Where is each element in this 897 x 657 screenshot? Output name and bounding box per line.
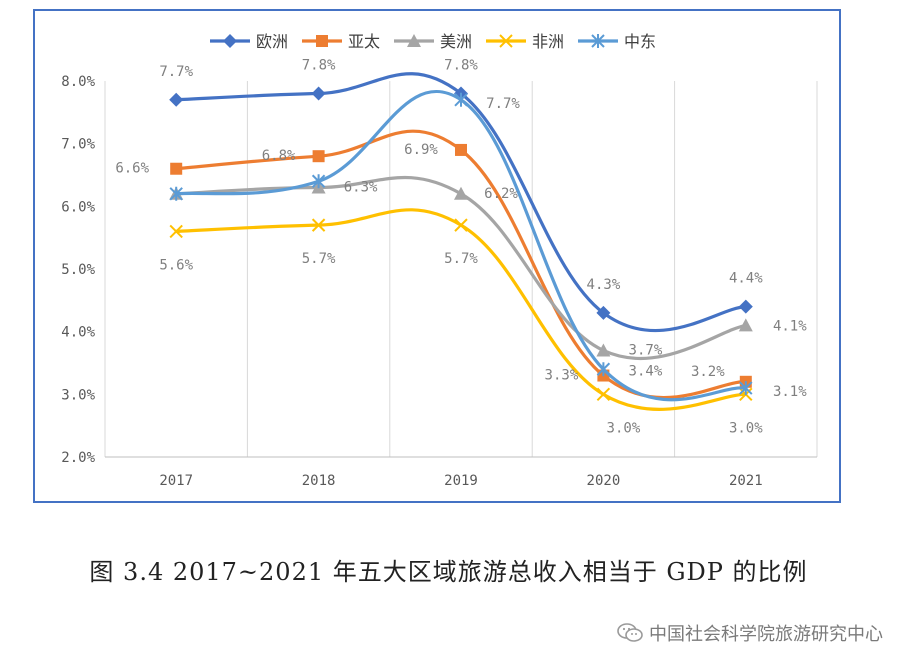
data-point xyxy=(454,92,468,107)
data-point xyxy=(169,224,183,239)
data-point xyxy=(454,186,468,200)
y-tick-label: 2.0% xyxy=(61,450,95,466)
data-label: 7.7% xyxy=(486,96,520,112)
data-point xyxy=(311,86,326,101)
data-label: 6.9% xyxy=(404,142,438,158)
data-point xyxy=(169,92,184,107)
figure-caption: 图 3.4 2017~2021 年五大区域旅游总收入相当于 GDP 的比例 xyxy=(89,558,808,586)
data-point xyxy=(739,381,753,396)
data-label: 6.6% xyxy=(115,161,149,177)
data-label: 7.7% xyxy=(159,64,193,80)
data-label: 5.7% xyxy=(302,251,336,267)
watermark: 中国社会科学院旅游研究中心 xyxy=(617,620,883,646)
data-point xyxy=(596,343,611,357)
data-point xyxy=(454,218,468,232)
data-point xyxy=(312,150,325,163)
legend-label: 中东 xyxy=(624,32,656,51)
y-tick-label: 6.0% xyxy=(61,199,95,215)
x-tick-label: 2019 xyxy=(444,473,478,489)
data-label: 4.3% xyxy=(587,277,621,293)
data-label: 3.0% xyxy=(607,420,641,436)
data-label: 3.7% xyxy=(629,342,663,358)
data-label: 7.8% xyxy=(444,58,478,74)
y-tick-label: 8.0% xyxy=(61,74,95,90)
y-tick-label: 4.0% xyxy=(61,325,95,341)
x-tick-label: 2021 xyxy=(729,473,763,489)
x-tick-label: 2020 xyxy=(587,473,621,489)
data-point xyxy=(407,34,421,47)
series-line xyxy=(174,175,748,361)
legend-label: 欧洲 xyxy=(256,32,288,51)
data-label: 3.0% xyxy=(729,420,763,436)
data-point xyxy=(223,34,237,48)
series-line xyxy=(174,72,748,333)
data-point xyxy=(738,318,753,332)
legend-label: 非洲 xyxy=(532,32,564,51)
data-point xyxy=(169,186,183,201)
data-label: 4.4% xyxy=(729,271,763,287)
data-point xyxy=(311,174,326,189)
data-label: 5.6% xyxy=(159,257,193,273)
wechat-icon xyxy=(617,623,643,642)
y-tick-label: 5.0% xyxy=(61,262,95,278)
data-label: 4.1% xyxy=(773,318,807,334)
data-point xyxy=(596,387,611,402)
legend-label: 美洲 xyxy=(440,32,472,51)
data-point xyxy=(455,143,467,156)
data-label: 7.8% xyxy=(302,58,336,74)
data-label: 3.1% xyxy=(773,384,807,400)
y-tick-label: 7.0% xyxy=(61,137,95,153)
x-tick-label: 2017 xyxy=(159,473,193,489)
data-label: 6.8% xyxy=(262,148,296,164)
data-point xyxy=(738,299,753,314)
data-label: 3.4% xyxy=(629,363,663,379)
data-point xyxy=(596,362,611,377)
watermark-text: 中国社会科学院旅游研究中心 xyxy=(649,624,883,645)
data-label: 5.7% xyxy=(444,251,478,267)
data-label: 6.3% xyxy=(344,180,378,196)
data-point xyxy=(316,35,328,47)
data-label: 3.2% xyxy=(691,364,725,380)
line-chart: 2.0% 3.0% 4.0% 5.0% 6.0% 7.0% 8.0% 2017 2018 2019… xyxy=(61,32,818,489)
series-line xyxy=(174,90,748,402)
series-line xyxy=(174,208,748,411)
data-point xyxy=(311,218,326,232)
data-point xyxy=(591,34,605,48)
y-tick-label: 3.0% xyxy=(61,387,95,403)
chart-frame: 2.0% 3.0% 4.0% 5.0% 6.0% 7.0% 8.0% 2017 2018 2019… xyxy=(33,9,841,503)
data-label: 3.3% xyxy=(545,368,579,384)
data-point xyxy=(499,34,513,48)
data-point xyxy=(596,305,611,320)
data-point xyxy=(170,162,183,175)
x-tick-label: 2018 xyxy=(302,473,336,489)
legend-label: 亚太 xyxy=(348,32,380,51)
data-label: 6.2% xyxy=(484,186,518,202)
